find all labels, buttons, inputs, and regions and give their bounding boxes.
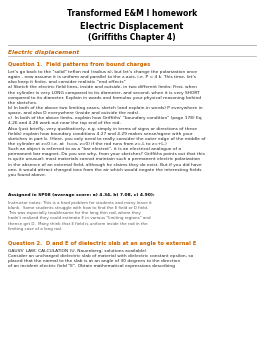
Text: (Griffiths Chapter 4): (Griffiths Chapter 4) xyxy=(88,33,176,42)
Text: Electric Displacement: Electric Displacement xyxy=(80,22,184,31)
Text: Let's go back to the "solid" teflon rod (radius a), but let's change the polariz: Let's go back to the "solid" teflon rod … xyxy=(8,70,206,177)
Text: Electric displacement: Electric displacement xyxy=(8,50,79,55)
Text: Question 2.  D and E of dielectric slab at an angle to external E: Question 2. D and E of dielectric slab a… xyxy=(8,241,196,246)
Text: Instructor notes: This is a hard problem for students and many leave it
blank.  : Instructor notes: This is a hard problem… xyxy=(8,201,152,231)
Text: Transformed E&M I homework: Transformed E&M I homework xyxy=(67,9,197,18)
Text: GAUSS' LAW; CALCULATION (U. Nauenberg; solutions available)
Consider an uncharge: GAUSS' LAW; CALCULATION (U. Nauenberg; s… xyxy=(8,249,193,268)
Text: Assigned in SP08 (average score: a) 4.34, b) 7.08, c) 4.90):: Assigned in SP08 (average score: a) 4.34… xyxy=(8,193,154,197)
Text: Question 1.  Field patterns from bound charges: Question 1. Field patterns from bound ch… xyxy=(8,62,150,67)
